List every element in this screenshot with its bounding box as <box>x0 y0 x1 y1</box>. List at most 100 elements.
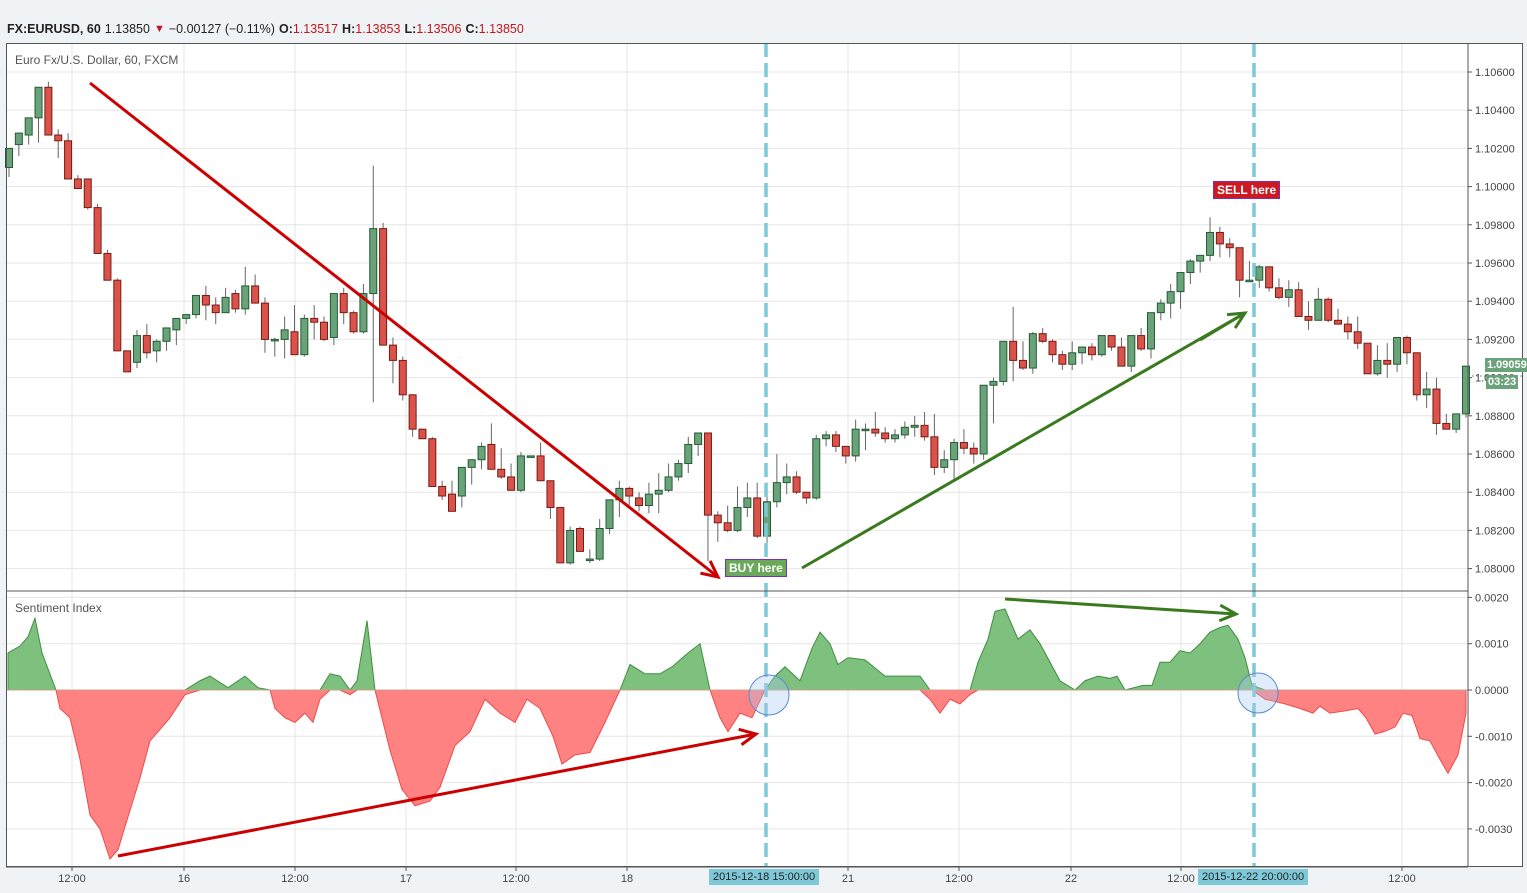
uptrend-arrow[interactable] <box>1199 311 1246 342</box>
bear-candle <box>1235 247 1244 281</box>
bear-candle <box>320 321 329 340</box>
bear-candle <box>1402 336 1411 354</box>
zero-cross-circle-buy[interactable] <box>748 674 790 716</box>
downtrend-arrow[interactable] <box>89 81 719 579</box>
bull-candle <box>1068 352 1077 365</box>
bear-candle <box>448 493 457 512</box>
bull-candle <box>654 489 663 495</box>
bear-candle <box>290 331 299 356</box>
bull-candle <box>822 434 831 440</box>
bear-candle <box>881 432 890 440</box>
bull-candle <box>270 338 279 342</box>
bear-candle <box>408 394 417 430</box>
bear-candle <box>575 527 584 552</box>
time-tick-label: 12:00 <box>58 873 86 885</box>
bear-candle <box>871 428 880 434</box>
bear-candle <box>1294 289 1303 317</box>
bear-candle <box>73 178 82 190</box>
bear-candle <box>831 434 840 447</box>
bear-candle <box>142 335 151 354</box>
bull-candle <box>516 455 525 491</box>
bear-candle <box>113 279 122 352</box>
close-value: 1.13850 <box>478 22 524 36</box>
bear-candle <box>1048 340 1057 356</box>
arrow-head-icon <box>700 560 721 580</box>
bull-candle <box>526 455 535 458</box>
bear-candle <box>1412 352 1421 396</box>
bear-candle <box>536 455 545 482</box>
bear-candle <box>251 285 260 304</box>
bull-candle <box>900 426 909 436</box>
price-tick-label: 1.09600 <box>1475 258 1515 270</box>
bear-candle <box>723 522 732 531</box>
bull-candle <box>5 147 13 168</box>
bull-candle <box>605 499 614 529</box>
bull-candle <box>152 340 161 352</box>
bear-candle <box>1304 315 1313 321</box>
bull-candle <box>1422 388 1431 396</box>
bear-candle <box>507 476 516 491</box>
bear-candle <box>792 476 801 493</box>
bull-candle <box>851 428 860 457</box>
bull-candle <box>782 476 791 484</box>
bear-candle <box>841 445 850 457</box>
bull-candle <box>812 438 821 499</box>
bear-candle <box>1117 346 1126 367</box>
bull-candle <box>1156 302 1165 314</box>
bear-candle <box>310 317 319 323</box>
bull-candle <box>585 558 594 562</box>
bear-candle <box>487 443 496 470</box>
bull-candle <box>467 459 476 468</box>
last-price-tag: 1.09059 <box>1485 358 1527 372</box>
bull-candle <box>1255 266 1264 281</box>
bull-candle <box>1196 254 1205 262</box>
price-candles <box>5 81 1470 565</box>
bear-candle <box>211 304 220 314</box>
bull-candle <box>1176 272 1185 293</box>
low-value: 1.13506 <box>416 22 462 36</box>
bear-candle <box>260 302 269 340</box>
price-tick-label: 1.10000 <box>1475 182 1515 194</box>
sentiment-divergence-arrow[interactable] <box>117 732 757 858</box>
time-axis[interactable]: 12:00 16 12:00 17 12:00 18 21 12:00 22 12:00 12:00 <box>6 866 1468 885</box>
sentiment-tick-label: 0.0010 <box>1475 639 1509 651</box>
time-tick-label: 17 <box>400 873 412 885</box>
bull-candle <box>34 86 43 119</box>
sentiment-bearish-divergence-arrow[interactable] <box>1004 597 1237 616</box>
zero-cross-circle-sell[interactable] <box>1237 672 1279 714</box>
bull-candle <box>329 293 338 338</box>
bear-candle <box>1058 354 1067 365</box>
bull-candle <box>1166 291 1175 304</box>
bear-candle <box>753 497 762 537</box>
price-tick-label: 1.10400 <box>1475 105 1515 117</box>
time-tick-label: 16 <box>178 873 190 885</box>
price-tick-label: 1.10200 <box>1475 143 1515 155</box>
bull-candle <box>743 497 752 508</box>
bull-candle <box>684 443 693 465</box>
bear-candle <box>1343 323 1352 333</box>
time-tick-label: 12:00 <box>1388 873 1416 885</box>
drawings[interactable] <box>89 43 1522 867</box>
price-change: −0.00127 (−0.11%) <box>168 22 275 36</box>
bull-candle <box>664 476 673 491</box>
bear-candle <box>1225 243 1234 249</box>
arrow-head-icon <box>1218 603 1240 623</box>
bear-candle <box>1432 388 1441 424</box>
bear-candle <box>1274 287 1283 298</box>
last-price: 1.13850 <box>104 22 150 36</box>
uptrend-line[interactable] <box>801 311 1246 570</box>
price-pane-title: Euro Fx/U.S. Dollar, 60, FXCM <box>15 53 179 67</box>
bear-candle <box>1087 346 1096 356</box>
bull-candle <box>1314 298 1323 321</box>
bear-candle <box>398 359 407 396</box>
bear-candle <box>1038 333 1047 342</box>
bear-candle <box>802 491 811 499</box>
price-tick-label: 1.09800 <box>1475 220 1515 232</box>
bull-candle <box>182 314 191 319</box>
bear-candle <box>44 86 53 136</box>
bear-candle <box>1363 342 1372 375</box>
bull-candle <box>772 482 781 503</box>
bull-candle <box>950 442 959 461</box>
bear-candle <box>388 344 397 361</box>
